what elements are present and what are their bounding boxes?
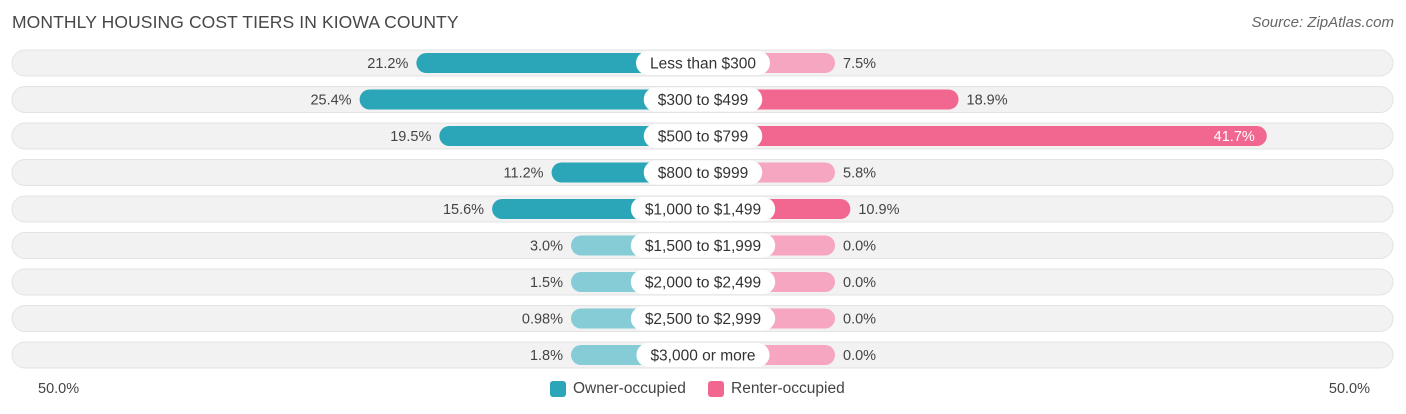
category-label-pill: [630, 270, 776, 294]
legend-label-renter: Renter-occupied: [731, 380, 845, 397]
owner-value-label: 1.8%: [530, 348, 563, 364]
owner-value-label: 15.6%: [443, 202, 484, 218]
renter-value-label: 0.0%: [843, 275, 876, 291]
renter-value-label: 0.0%: [843, 348, 876, 364]
category-label: $1,000 to $1,499: [645, 202, 761, 219]
legend: Owner-occupied Renter-occupied: [0, 380, 1406, 400]
category-label: $300 to $499: [658, 92, 749, 109]
category-label: $2,500 to $2,999: [645, 311, 761, 328]
owner-bar: [416, 53, 703, 73]
renter-value-label: 41.7%: [1214, 129, 1255, 145]
owner-bar: [359, 89, 703, 110]
renter-value-label: 7.5%: [843, 56, 876, 72]
owner-value-label: 19.5%: [390, 129, 431, 145]
category-label: $3,000 or more: [650, 348, 755, 365]
owner-value-label: 21.2%: [367, 56, 408, 72]
category-label-pill: [630, 306, 776, 331]
category-label-pill: [630, 233, 776, 258]
axis-left-label: 50.0%: [38, 381, 80, 397]
renter-value-label: 0.0%: [843, 312, 876, 328]
owner-value-label: 0.98%: [522, 312, 563, 328]
category-label: $2,000 to $2,499: [645, 275, 761, 292]
owner-value-label: 1.5%: [530, 275, 563, 291]
category-label: $800 to $999: [658, 165, 749, 182]
category-label: Less than $300: [650, 56, 756, 73]
category-label: $1,500 to $1,999: [645, 238, 761, 255]
chart-area: Less than $300 21.2% 7.5% $300 to $499 25.4%…: [11, 49, 1394, 369]
legend-swatch-renter: [708, 381, 724, 397]
renter-bar: [703, 89, 959, 110]
owner-value-label: 11.2%: [504, 166, 544, 182]
category-label-pill: [636, 343, 770, 367]
category-label-pill: [635, 51, 771, 75]
axis-right-label: 50.0%: [1328, 381, 1370, 397]
category-label-pill: [630, 197, 776, 221]
renter-value-label: 18.9%: [967, 93, 1008, 109]
chart-title: MONTHLY HOUSING COST TIERS IN KIOWA COUN…: [12, 12, 459, 32]
renter-bar: [703, 126, 1267, 146]
owner-bar: [439, 126, 703, 146]
legend-item-renter: Renter-occupied: [708, 380, 845, 398]
category-label-pill: [643, 87, 763, 112]
renter-value-label: 10.9%: [858, 202, 899, 218]
legend-item-owner: Owner-occupied: [550, 380, 686, 398]
legend-label-owner: Owner-occupied: [573, 380, 686, 397]
category-label: $500 to $799: [658, 129, 749, 146]
owner-value-label: 3.0%: [530, 239, 563, 255]
source-label: Source: ZipAtlas.com: [1251, 14, 1394, 31]
renter-value-label: 5.8%: [843, 166, 876, 182]
renter-value-label: 0.0%: [843, 239, 876, 255]
owner-value-label: 25.4%: [310, 93, 351, 109]
category-label-pill: [643, 124, 763, 148]
legend-swatch-owner: [550, 381, 566, 397]
category-label-pill: [643, 160, 763, 185]
